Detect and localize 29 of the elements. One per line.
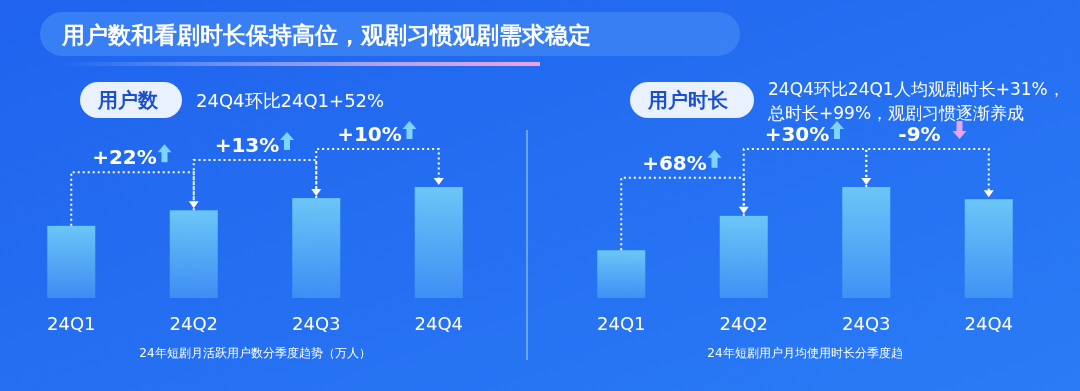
- text: +10%: [337, 122, 402, 146]
- text: +13%: [214, 133, 280, 158]
- text: +68%: [642, 150, 707, 175]
- x-tick-label: 24Q2: [169, 313, 219, 334]
- x-tick-label: 24Q4: [964, 313, 1014, 334]
- x-tick-label: 24Q3: [841, 313, 891, 334]
- bar: [719, 215, 768, 298]
- bar: [964, 199, 1013, 298]
- bar: [47, 225, 96, 298]
- text: 用户数和看剧时长保持高位，观剧习惯观剧需求稳定: [61, 22, 591, 48]
- x-axis-title: 24年短剧用户月均使用时长分季度趋: [707, 346, 903, 360]
- bar: [597, 250, 646, 298]
- chart-subtitle: 24Q4环比24Q1人均观剧时长+31%，总时长+99%，观剧习惯逐渐养成: [767, 79, 1065, 123]
- x-tick-label: 24Q1: [596, 313, 646, 334]
- text: +22%: [92, 145, 157, 170]
- x-tick-label: 24Q1: [46, 313, 96, 334]
- bar: [414, 187, 463, 298]
- text: -9%: [898, 122, 941, 146]
- x-axis-title: 24年短剧月活跃用户数分季度趋势（万人）: [139, 346, 371, 360]
- chart-title: 用户时长: [647, 88, 729, 112]
- text: +30%: [764, 122, 830, 146]
- bar: [842, 187, 891, 298]
- x-tick-label: 24Q3: [291, 313, 341, 334]
- x-tick-label: 24Q2: [719, 313, 769, 334]
- x-tick-label: 24Q4: [414, 313, 464, 334]
- chart-title: 用户数: [97, 88, 159, 112]
- chart-subtitle: 24Q4环比24Q1+52%: [196, 90, 385, 111]
- bar: [292, 198, 341, 298]
- bar: [169, 210, 218, 298]
